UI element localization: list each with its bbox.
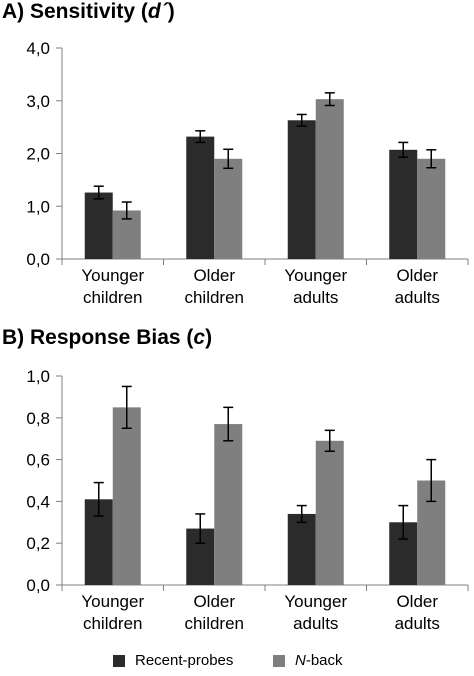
response-bias-category-label: Older (396, 592, 438, 611)
response-bias-y-tick-label: 0,8 (26, 409, 50, 428)
sensitivity-chart: 0,0 1,0 2,0 3,0 4,0 Younger children Older child… (26, 39, 469, 307)
legend-item-recent-probes: Recent-probes (113, 652, 233, 669)
response-bias-y-tick-label: 0,2 (26, 534, 50, 553)
sensitivity-category-label: Younger (81, 266, 144, 285)
legend-label-n-back: N-back (295, 652, 343, 669)
panel-a-title-prefix: A) Sensitivity ( (2, 0, 148, 23)
sensitivity-bar-recent-probes (84, 192, 113, 259)
panel-b-title-prefix: B) Response Bias ( (2, 326, 194, 349)
sensitivity-y-tick-label: 2,0 (26, 145, 50, 164)
response-bias-category-label: children (83, 614, 143, 633)
panel-b-title-symbol: c (193, 326, 206, 349)
response-bias-category-label: adults (395, 614, 440, 633)
sensitivity-bar-n-back (315, 99, 344, 259)
legend-swatch-n-back (273, 654, 285, 667)
response-bias-y-tick-label: 1,0 (26, 367, 50, 386)
sensitivity-y-tick-label: 3,0 (26, 92, 50, 111)
sensitivity-bar-recent-probes (287, 120, 316, 259)
sensitivity-category-label: children (184, 288, 244, 307)
legend-label-recent-probes: Recent-probes (135, 652, 234, 669)
panel-a-title-symbol: d´ (147, 0, 168, 23)
sensitivity-y-tick-label: 0,0 (26, 250, 50, 269)
sensitivity-category-label: Younger (284, 266, 347, 285)
response-bias-y-tick-label: 0,6 (26, 451, 50, 470)
sensitivity-bar-recent-probes (389, 149, 418, 259)
response-bias-y-tick-label: 0,0 (26, 576, 50, 595)
panel-b-title-suffix: ) (205, 326, 213, 349)
legend-swatch-recent-probes (113, 654, 125, 667)
sensitivity-bar-n-back (417, 158, 446, 259)
response-bias-category-label: Younger (81, 592, 144, 611)
panel-a-title-suffix: ) (167, 0, 175, 23)
sensitivity-bar-recent-probes (186, 136, 215, 259)
legend-item-n-back: N-back (273, 652, 343, 669)
panel-sensitivity: A) Sensitivity (d´) 0,0 1,0 2,0 3,0 4,0 Young… (0, 0, 474, 307)
sensitivity-category-label: adults (293, 288, 338, 307)
response-bias-category-label: Older (193, 592, 235, 611)
sensitivity-category-label: adults (395, 288, 440, 307)
sensitivity-bar-n-back (214, 158, 243, 259)
sensitivity-category-label: Older (193, 266, 235, 285)
legend: Recent-probes N-back (0, 652, 474, 674)
response-bias-bar-n-back (112, 407, 141, 585)
sensitivity-y-tick-label: 1,0 (26, 197, 50, 216)
panel-b-title: B) Response Bias (c) (2, 326, 212, 350)
panel-a-title: A) Sensitivity (d´) (2, 0, 175, 24)
response-bias-bar-n-back (315, 440, 344, 585)
sensitivity-category-label: children (83, 288, 143, 307)
response-bias-category-label: Younger (284, 592, 347, 611)
response-bias-chart: 0,0 0,2 0,4 0,6 0,8 1,0 Younger children Older ch… (26, 367, 469, 633)
response-bias-y-tick-label: 0,4 (26, 492, 50, 511)
response-bias-category-label: children (184, 614, 244, 633)
response-bias-bar-n-back (214, 424, 243, 585)
response-bias-bar-recent-probes (287, 513, 316, 585)
sensitivity-y-tick-label: 4,0 (26, 39, 50, 58)
panel-response-bias: B) Response Bias (c) 0,0 0,2 0,4 0,6 0,8 1,0 Y… (0, 320, 474, 650)
response-bias-category-label: adults (293, 614, 338, 633)
sensitivity-category-label: Older (396, 266, 438, 285)
